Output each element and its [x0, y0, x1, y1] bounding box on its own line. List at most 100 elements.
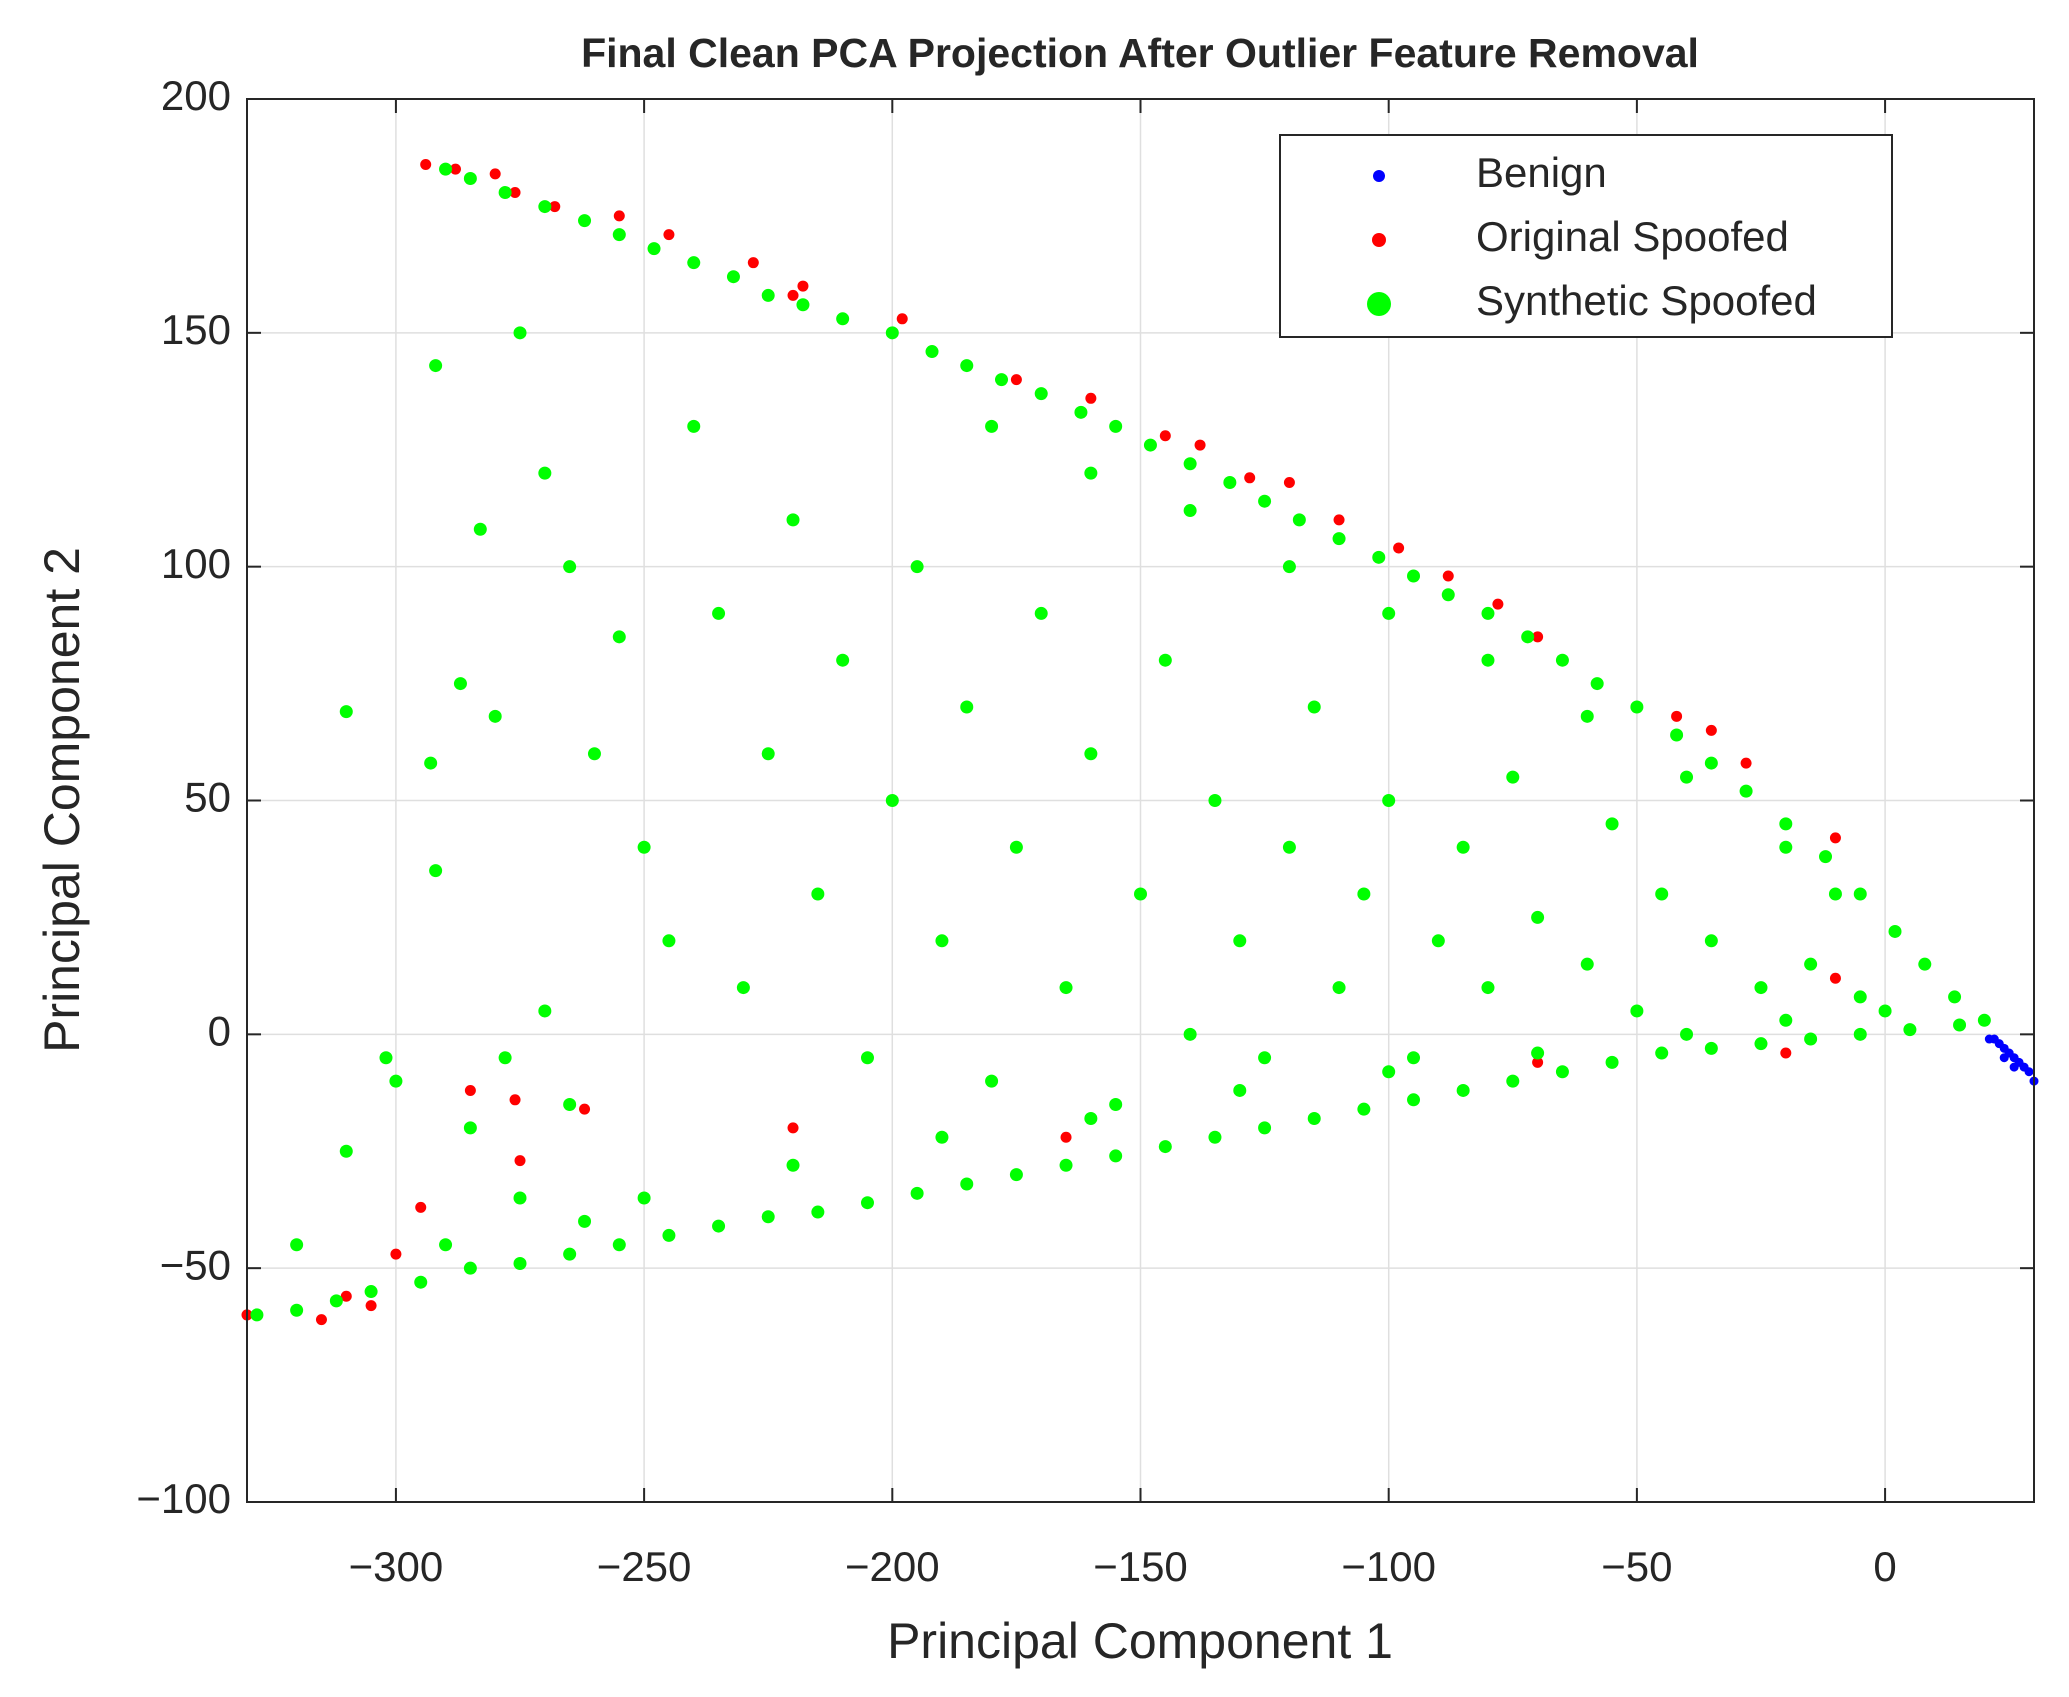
legend-marker — [1373, 170, 1385, 182]
point — [1918, 957, 1932, 971]
point — [1804, 1032, 1818, 1046]
y-tick-label: 200 — [161, 72, 231, 119]
point — [985, 1074, 999, 1088]
point — [1481, 606, 1495, 620]
point — [1084, 747, 1098, 761]
point — [1233, 1083, 1247, 1097]
point — [1984, 1034, 1994, 1044]
point — [578, 214, 592, 228]
point — [1655, 887, 1669, 901]
x-tick-label: −100 — [1341, 1543, 1436, 1590]
y-tick-label: 0 — [208, 1007, 231, 1054]
point — [1060, 1131, 1072, 1143]
point — [1456, 1083, 1470, 1097]
point — [1382, 794, 1396, 807]
point — [761, 1210, 775, 1224]
point — [509, 1094, 521, 1106]
point — [1158, 1140, 1172, 1154]
point — [1670, 728, 1684, 742]
point — [1258, 494, 1272, 508]
point — [960, 1177, 974, 1191]
legend-marker — [1372, 233, 1386, 247]
point — [1143, 438, 1157, 452]
point — [1382, 606, 1396, 620]
y-axis-label: Principal Component 2 — [34, 547, 90, 1053]
point — [1307, 1112, 1321, 1126]
point — [1977, 1013, 1991, 1027]
point — [687, 419, 701, 433]
point — [761, 747, 775, 761]
point — [885, 326, 899, 340]
point — [365, 1300, 377, 1312]
point — [339, 1144, 353, 1158]
point — [379, 1051, 393, 1065]
point — [2009, 1062, 2019, 1072]
point — [538, 200, 552, 214]
point — [1580, 957, 1594, 971]
point — [896, 313, 908, 325]
point — [1740, 757, 1752, 769]
point — [787, 1122, 799, 1134]
point — [1282, 560, 1296, 574]
point — [463, 1121, 477, 1135]
point — [925, 345, 939, 359]
point — [1283, 476, 1295, 488]
point — [513, 326, 527, 340]
point — [538, 1004, 552, 1018]
point — [1555, 1065, 1569, 1079]
point — [662, 934, 676, 948]
point — [1333, 514, 1345, 526]
point — [1332, 981, 1346, 995]
point — [1357, 887, 1371, 901]
point — [663, 229, 675, 241]
point — [1183, 504, 1197, 518]
point — [1888, 924, 1902, 938]
series — [250, 162, 1991, 1322]
point — [637, 1191, 651, 1205]
point — [726, 270, 740, 284]
point — [647, 242, 661, 256]
point — [1580, 709, 1594, 723]
point — [747, 257, 759, 269]
point — [1085, 392, 1097, 404]
point — [860, 1196, 874, 1210]
legend: Benign Original Spoofed Synthetic Spoofed — [1279, 134, 1893, 338]
point — [439, 162, 453, 176]
x-tick-label: −200 — [845, 1543, 940, 1590]
point — [1630, 700, 1644, 714]
point — [960, 359, 974, 373]
point — [329, 1294, 343, 1308]
point — [1009, 840, 1023, 854]
point — [662, 1228, 676, 1242]
point — [1828, 887, 1842, 901]
point — [290, 1303, 304, 1317]
point — [509, 187, 521, 199]
point — [1680, 770, 1694, 784]
point — [687, 256, 701, 270]
y-tick-label: 50 — [184, 774, 231, 821]
point — [1233, 934, 1247, 948]
point — [1307, 700, 1321, 714]
point — [1282, 840, 1296, 854]
point — [449, 163, 461, 175]
point — [488, 709, 502, 723]
point — [985, 419, 999, 433]
point — [910, 560, 924, 574]
y-tick-label: 150 — [161, 306, 231, 353]
point — [1357, 1102, 1371, 1116]
point — [489, 168, 501, 180]
axes-box — [246, 98, 2035, 1503]
point — [498, 1051, 512, 1065]
point — [1372, 550, 1386, 564]
point — [1442, 570, 1454, 582]
point — [390, 1248, 402, 1260]
point — [1704, 1041, 1718, 1055]
point — [1407, 1051, 1421, 1065]
point — [935, 934, 949, 948]
point — [549, 201, 561, 213]
point — [935, 1130, 949, 1144]
point — [1194, 439, 1206, 451]
point — [340, 1290, 352, 1302]
point — [1590, 677, 1604, 691]
point — [415, 1201, 427, 1213]
